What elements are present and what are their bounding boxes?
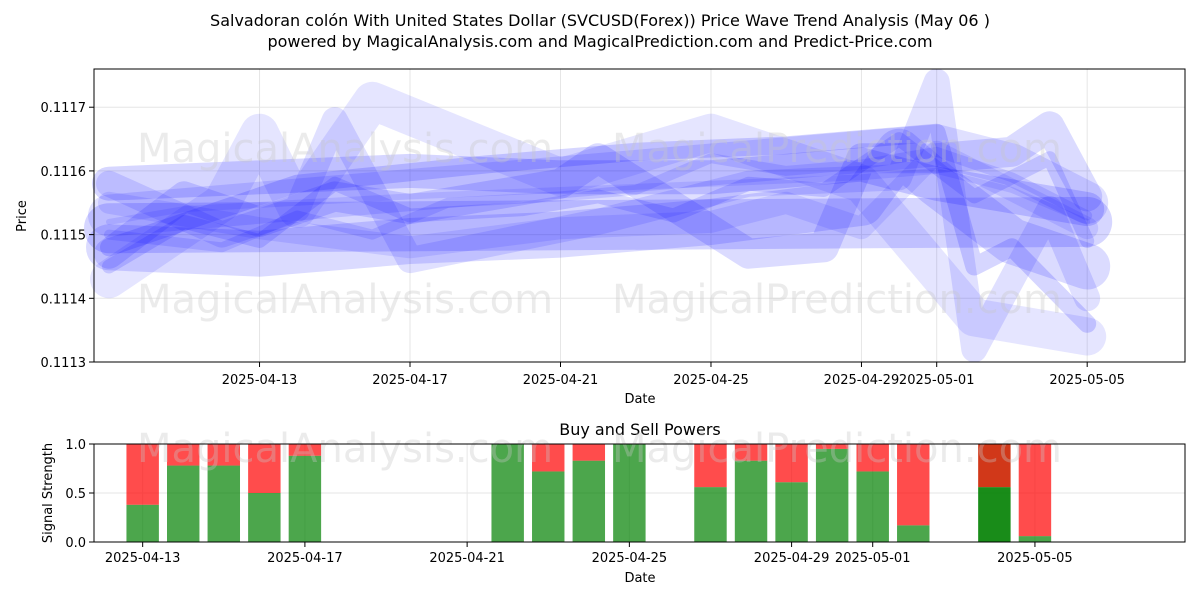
buy-power-bar xyxy=(126,504,159,542)
sell-power-bar xyxy=(775,444,808,483)
price-plot-frame xyxy=(93,68,1186,363)
price-y-axis: 0.1113 0.1114 0.1115 0.1116 0.1117 xyxy=(41,101,94,371)
price-wave-line xyxy=(96,68,1101,363)
watermark-analysis: MagicalAnalysis.com xyxy=(137,126,553,172)
buy-power-bar xyxy=(897,525,930,542)
powers-x-tick-label: 2025-05-05 xyxy=(997,551,1073,566)
price-y-tick-label: 0.1114 xyxy=(41,292,87,307)
chart-title-line2: powered by MagicalAnalysis.com and Magic… xyxy=(267,32,932,51)
buy-power-bar xyxy=(167,465,200,542)
chart-title-line1: Salvadoran colón With United States Doll… xyxy=(210,11,990,30)
powers-x-label: Date xyxy=(624,571,655,586)
buy-power-bar xyxy=(856,471,889,542)
price-x-axis: 2025-04-13 2025-04-17 2025-04-21 2025-04-25… xyxy=(222,362,1125,388)
price-wave-line xyxy=(102,132,1095,274)
price-wave-line xyxy=(94,111,1103,269)
price-y-label: Price xyxy=(15,200,30,232)
powers-y-axis: 0.0 0.5 1.0 xyxy=(65,438,94,551)
buy-power-bar xyxy=(694,487,727,542)
price-y-tick-label: 0.1116 xyxy=(41,165,87,180)
price-x-tick-label: 2025-04-17 xyxy=(372,373,448,388)
price-x-label: Date xyxy=(624,392,655,407)
sell-power-bar xyxy=(694,444,727,488)
price-x-tick-label: 2025-04-13 xyxy=(222,373,298,388)
watermark-prediction: MagicalPrediction.com xyxy=(612,277,1062,323)
watermark-analysis: MagicalAnalysis.com xyxy=(137,426,553,472)
price-watermarks: MagicalAnalysis.com MagicalPrediction.co… xyxy=(137,126,1062,323)
powers-y-label: Signal Strength xyxy=(41,443,56,543)
powers-watermarks: MagicalAnalysis.com MagicalPrediction.co… xyxy=(137,426,1062,472)
watermark-analysis: MagicalAnalysis.com xyxy=(137,277,553,323)
sell-power-bar xyxy=(734,444,768,461)
price-wave-line xyxy=(88,124,1109,237)
price-x-tick-label: 2025-04-25 xyxy=(673,373,749,388)
price-wave-line xyxy=(92,147,1105,227)
sell-power-bar xyxy=(532,444,565,472)
price-grid xyxy=(94,69,1185,363)
buy-power-bar xyxy=(491,444,524,542)
watermark-prediction: MagicalPrediction.com xyxy=(612,126,1062,172)
buy-power-bar xyxy=(1018,536,1052,542)
price-wave-line xyxy=(100,123,1097,333)
powers-y-tick-label: 1.0 xyxy=(65,438,86,453)
powers-title: Buy and Sell Powers xyxy=(559,420,721,439)
sell-power-bar xyxy=(856,444,889,472)
powers-x-tick-label: 2025-04-17 xyxy=(267,551,343,566)
price-wave-line xyxy=(84,196,1113,254)
sell-power-bar xyxy=(815,444,849,449)
price-wave-line xyxy=(90,81,1107,356)
price-x-tick-label: 2025-04-29 xyxy=(824,373,900,388)
powers-x-tick-label: 2025-04-13 xyxy=(105,551,181,566)
powers-x-tick-label: 2025-04-29 xyxy=(754,551,830,566)
buy-power-bar xyxy=(288,455,322,542)
powers-x-tick-label: 2025-04-21 xyxy=(429,551,505,566)
buy-power-bar xyxy=(572,460,606,542)
powers-bars xyxy=(126,444,1052,542)
price-wave-line xyxy=(86,128,1111,290)
price-wave-line xyxy=(104,146,1093,253)
price-y-tick-label: 0.1117 xyxy=(41,101,87,116)
price-x-tick-label: 2025-04-21 xyxy=(523,373,599,388)
buy-power-bar xyxy=(248,493,281,542)
sell-power-bar xyxy=(288,444,322,456)
buy-power-bar xyxy=(613,444,646,542)
price-wave-line xyxy=(98,140,1099,259)
watermark-prediction: MagicalPrediction.com xyxy=(612,426,1062,472)
buy-power-bar xyxy=(978,487,1011,542)
price-wave-line xyxy=(106,167,1091,225)
price-waves xyxy=(84,68,1113,363)
price-x-tick-label: 2025-05-01 xyxy=(899,373,975,388)
powers-x-tick-label: 2025-05-01 xyxy=(835,551,911,566)
powers-x-tick-label: 2025-04-25 xyxy=(592,551,668,566)
price-x-tick-label: 2025-05-05 xyxy=(1049,373,1125,388)
powers-y-tick-label: 0.5 xyxy=(65,487,86,502)
sell-power-bar xyxy=(126,444,159,505)
buy-power-bar xyxy=(734,460,768,542)
sell-power-bar xyxy=(897,444,930,526)
powers-y-tick-label: 0.0 xyxy=(65,536,86,551)
buy-power-bar xyxy=(775,482,808,542)
sell-power-bar xyxy=(248,444,281,493)
price-y-tick-label: 0.1115 xyxy=(41,229,87,244)
sell-power-bar xyxy=(572,444,606,461)
powers-x-axis: 2025-04-13 2025-04-17 2025-04-21 2025-04-25… xyxy=(105,542,1073,566)
buy-power-bar xyxy=(207,465,241,542)
sell-power-bar xyxy=(1018,444,1052,537)
sell-power-bar xyxy=(207,444,241,466)
sell-power-bar xyxy=(978,444,1011,488)
buy-power-bar xyxy=(815,448,849,542)
price-y-tick-label: 0.1113 xyxy=(41,356,87,371)
sell-power-bar xyxy=(167,444,200,466)
buy-power-bar xyxy=(532,471,565,542)
